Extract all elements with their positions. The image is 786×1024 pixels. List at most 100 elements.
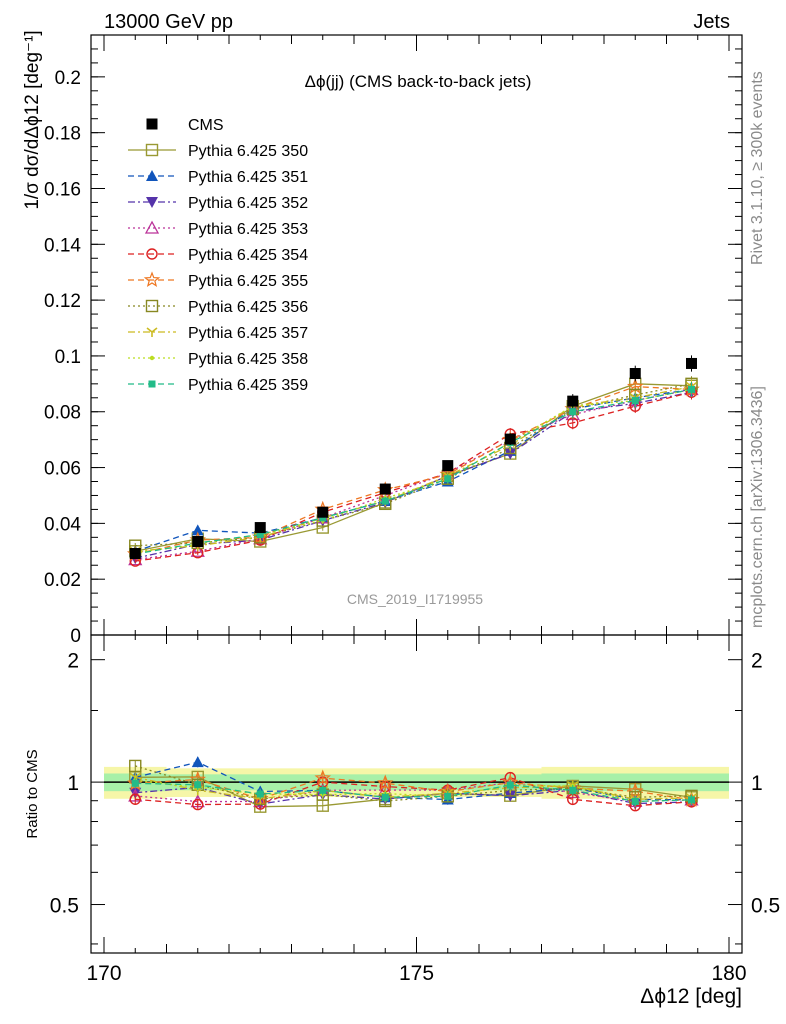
series-line (135, 388, 692, 555)
series-cms (129, 355, 697, 560)
ratio-point (192, 798, 204, 811)
main-y-label: 1/σ dσ/dΔϕ12 [deg⁻¹] (22, 30, 43, 209)
x-tick-label: 180 (711, 962, 746, 985)
legend-marker (148, 380, 156, 388)
ratio-point (191, 756, 204, 768)
legend-item-pythia-6-425-350: Pythia 6.425 350 (128, 143, 308, 160)
legend-label: CMS (188, 117, 224, 134)
series-pythia-6-425-350 (129, 376, 698, 558)
ratio-y-tick-label-right: 0.5 (751, 895, 780, 918)
x-label: Δϕ12 [deg] (640, 985, 742, 1008)
series-line (135, 385, 692, 555)
chart-title: Δϕ(jj) (CMS back-to-back jets) (305, 72, 532, 91)
ratio-series-pythia-6-425-359 (131, 778, 695, 807)
main-y-tick-label: 0.2 (55, 68, 81, 89)
ratio-y-tick-label: 2 (67, 650, 79, 673)
ratio-point (314, 769, 331, 786)
ratio-point (381, 793, 389, 801)
data-point (381, 497, 389, 505)
ratio-series-line (135, 781, 692, 803)
main-y-label-text: 1/σ dσ/dΔϕ12 [deg⁻¹] (22, 30, 43, 209)
series-pythia-6-425-355 (127, 377, 700, 562)
ratio-y-label: Ratio to CMS (24, 749, 41, 838)
rivet-label: Rivet 3.1.10, ≥ 300k events (749, 71, 766, 265)
legend-marker (146, 327, 158, 337)
main-y-tick-label: 0.16 (44, 179, 81, 200)
legend-marker (146, 248, 158, 260)
legend-marker (145, 299, 159, 313)
ratio-y-axis: 0.5 0.5 1 1 2 2 (50, 650, 780, 945)
legend-marker (145, 143, 159, 157)
data-point (319, 514, 327, 522)
legend: CMS Pythia 6.425 350 Pythia 6.425 351 Pythi… (128, 117, 308, 394)
ratio-series-line (135, 765, 692, 802)
legend-item-pythia-6-425-358: Pythia 6.425 358 (128, 351, 308, 368)
data-point (254, 522, 266, 534)
header-right: Jets (693, 11, 730, 33)
legend-item-pythia-6-425-352: Pythia 6.425 352 (128, 195, 308, 212)
legend-label: Pythia 6.425 354 (188, 247, 308, 264)
legend-marker (144, 220, 160, 234)
main-y-tick-label: 0 (70, 626, 81, 647)
series-pythia-6-425-357 (129, 379, 697, 557)
ratio-y-tick-label-right: 2 (751, 650, 763, 673)
data-point (191, 524, 204, 536)
ratio-point (319, 786, 327, 794)
series-line (135, 388, 692, 561)
ratio-point (256, 790, 264, 798)
main-y-tick-label: 0.06 (44, 459, 81, 480)
chart-watermark: CMS_2019_I1719955 (347, 591, 483, 607)
legend-item-cms: CMS (146, 117, 224, 134)
legend-item-pythia-6-425-357: Pythia 6.425 357 (128, 325, 308, 342)
ratio-point (131, 779, 139, 787)
series-pythia-6-425-351 (129, 382, 698, 557)
legend-item-pythia-6-425-359: Pythia 6.425 359 (128, 377, 308, 394)
ratio-point (444, 792, 452, 800)
data-point (629, 368, 641, 380)
main-y-tick-label: 0.18 (44, 124, 81, 145)
main-y-tick-label: 0.12 (44, 291, 81, 312)
legend-item-pythia-6-425-354: Pythia 6.425 354 (128, 247, 308, 264)
ratio-y-tick-label: 0.5 (50, 895, 79, 918)
ratio-y-tick-label: 1 (67, 772, 79, 795)
ratio-series-group (127, 756, 700, 813)
main-y-tick-label: 0.14 (44, 235, 81, 256)
series-line (135, 385, 692, 552)
mcplots-label: mcplots.cern.ch [arXiv:1306.3436] (749, 386, 766, 628)
data-point (688, 385, 695, 393)
ratio-point (129, 793, 141, 805)
series-line (135, 388, 692, 552)
ratio-point (129, 759, 142, 773)
series-line (135, 388, 692, 554)
main-y-tick-label: 0.02 (44, 570, 81, 591)
x-axis: 170 175 180 (86, 35, 747, 985)
series-line (135, 383, 692, 547)
ratio-point (194, 781, 202, 789)
legend-label: Pythia 6.425 357 (188, 325, 308, 342)
legend-label: Pythia 6.425 355 (188, 273, 308, 290)
ratio-series-line (135, 786, 692, 805)
data-point (190, 543, 205, 557)
main-y-tick-label: 0.04 (44, 514, 81, 535)
ratio-series-line (135, 779, 692, 803)
header-left: 13000 GeV pp (104, 11, 233, 33)
ratio-point (506, 781, 514, 789)
legend-label: Pythia 6.425 356 (188, 299, 308, 316)
legend-label: Pythia 6.425 358 (188, 351, 308, 368)
ratio-y-tick-label-right: 1 (751, 772, 763, 795)
x-tick-label: 175 (399, 962, 434, 985)
ratio-point (688, 796, 695, 804)
legend-label: Pythia 6.425 352 (188, 195, 308, 212)
ratio-point (569, 786, 577, 794)
legend-item-pythia-6-425-355: Pythia 6.425 355 (128, 271, 308, 290)
legend-label: Pythia 6.425 350 (188, 143, 308, 160)
series-pythia-6-425-353 (128, 382, 699, 566)
legend-label: Pythia 6.425 353 (188, 221, 308, 238)
data-point (442, 460, 454, 472)
ratio-series-line (135, 776, 692, 807)
main-y-tick-label: 0.1 (55, 347, 81, 368)
ratio-point (631, 797, 639, 805)
x-tick-label: 170 (86, 962, 121, 985)
series-line (135, 391, 692, 562)
